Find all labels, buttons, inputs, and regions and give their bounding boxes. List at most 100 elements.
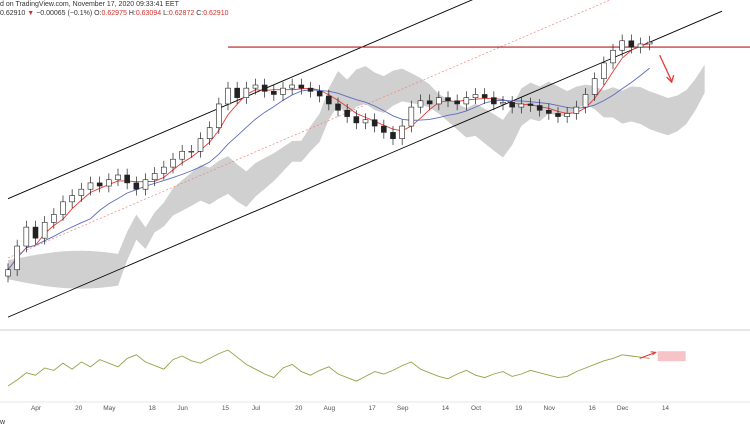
change-arrow-icon: ▼ (27, 10, 35, 17)
time-tick-label: 18 (148, 405, 156, 412)
time-tick-label: May (103, 405, 116, 412)
candle-body (234, 87, 240, 98)
candle-body (32, 226, 39, 239)
candle-body (436, 97, 442, 105)
candle-body (408, 106, 415, 127)
candle-body (298, 84, 305, 89)
candle-body (582, 94, 589, 108)
forecast-arrow-icon (659, 54, 673, 82)
candle-body (188, 151, 195, 153)
candle-body (564, 113, 570, 117)
price-pane[interactable] (5, 0, 750, 318)
time-tick-label: 20 (295, 405, 303, 412)
close-value: 0.62910 (203, 10, 229, 17)
candle-body (60, 201, 66, 215)
candle-body (271, 91, 277, 95)
candle-body (326, 95, 332, 105)
candle-body (133, 182, 140, 190)
candle-body (206, 127, 213, 139)
candle-body (289, 84, 295, 89)
candle-body (5, 269, 11, 277)
candle-body (399, 125, 405, 139)
time-tick-label: 17 (368, 405, 376, 412)
close-label: C: (196, 10, 204, 17)
candle-body (445, 97, 451, 102)
time-tick-label: 14 (442, 405, 450, 412)
candle-body (41, 222, 48, 239)
time-tick-label: 19 (515, 405, 523, 412)
candle-body (14, 245, 20, 271)
oscillator-arrowhead-icon (650, 351, 657, 356)
open-label: O: (94, 10, 102, 17)
oscillator-pane[interactable] (7, 349, 686, 387)
candle-body (261, 84, 268, 92)
chart-header-ohlc: 0.62910 ▼ −0.00065 (−0.1%) O:0.62975 H:0… (0, 10, 229, 17)
candle-body (591, 78, 598, 95)
candle-body (307, 87, 314, 92)
time-tick-label: 14 (662, 405, 670, 412)
last-price: 0.62910 (0, 10, 26, 17)
candle-body (390, 132, 396, 139)
time-tick-label: 15 (222, 405, 230, 412)
candle-body (518, 103, 525, 108)
time-tick-label: Oct (471, 405, 481, 412)
candle-body (573, 106, 580, 114)
tradingview-logo-fragment: w (0, 419, 6, 426)
candle-body (491, 97, 497, 105)
low-label: L: (163, 10, 169, 17)
candle-body (353, 116, 360, 124)
candle-body (362, 119, 369, 124)
candle-body (472, 94, 479, 98)
candle-body (170, 158, 176, 168)
candle-body (527, 103, 534, 106)
chart-header-line1: d on TradingView.com, November 17, 2020 … (0, 1, 179, 8)
candle-body (601, 62, 607, 79)
candle-body (481, 94, 488, 98)
candle-body (509, 102, 515, 108)
candle-body (87, 182, 94, 190)
candle-body (335, 103, 341, 111)
tenkan-line (7, 43, 650, 271)
candle-body (124, 174, 130, 184)
candle-body (142, 179, 149, 190)
candle-body (426, 100, 433, 105)
candle-body (536, 105, 543, 111)
oscillator-arrow-icon (639, 351, 656, 359)
time-tick-label: Nov (544, 405, 556, 412)
time-tick-label: Sep (397, 405, 409, 412)
time-axis[interactable]: Apr 20 May 18 Jun 15 Jul 20 Aug 17 Sep 14 Oct 19 Nov 16… (0, 401, 750, 412)
high-value: 0.63094 (135, 10, 162, 17)
candle-body (161, 166, 167, 174)
channel-upper-line (7, 0, 473, 200)
candle-body (371, 119, 378, 127)
candle-body (216, 103, 222, 128)
candle-body (78, 188, 85, 196)
low-value: 0.62872 (168, 10, 195, 17)
candle-body (381, 125, 387, 133)
candle-body (417, 100, 424, 108)
time-tick-label: 16 (588, 405, 596, 412)
candle-body (463, 97, 470, 105)
candle-body (252, 84, 259, 89)
candle-body (243, 87, 250, 98)
candle-body (69, 195, 75, 203)
candle-body (454, 100, 460, 105)
candle-body (115, 174, 121, 181)
open-value: 0.62975 (101, 10, 127, 17)
oscillator-line (7, 349, 650, 387)
time-tick-label: 20 (75, 405, 83, 412)
forecast-arrowhead-icon (666, 74, 675, 84)
candle-body (619, 40, 625, 51)
time-tick-label: Apr (31, 405, 42, 412)
candle-body (280, 87, 286, 95)
candle-body (610, 49, 616, 64)
time-tick-label: Dec (617, 405, 629, 412)
time-tick-label: Jun (177, 405, 188, 412)
candle-body (646, 41, 653, 45)
ichimoku-cloud (8, 64, 705, 289)
candle-body (344, 109, 350, 117)
high-label: H: (128, 10, 136, 17)
candle-body (96, 182, 103, 187)
candle-body (316, 91, 323, 97)
